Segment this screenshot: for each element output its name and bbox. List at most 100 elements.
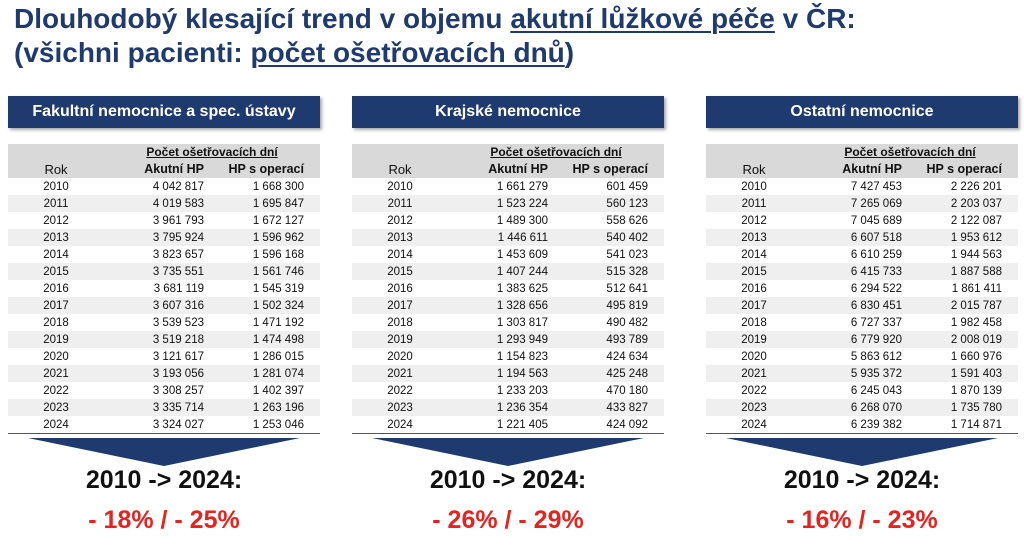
title-line-1: Dlouhodobý klesající trend v objemu akut… — [14, 2, 1014, 36]
group-label: Počet ošetřovacích dní — [490, 145, 622, 159]
table-group-header: Počet ošetřovacích dní — [706, 144, 1018, 160]
panel-fakultni: Fakultní nemocnice a spec. ústavy Počet … — [8, 96, 320, 434]
col-header-operaci: HP s operací — [228, 162, 304, 176]
table-row: 2013 6 607 518 1 953 612 — [706, 229, 1018, 246]
table-row: 2013 3 795 924 1 596 962 — [8, 229, 320, 246]
cell-rok: 2015 — [387, 265, 413, 278]
table-row: 2021 1 194 563 425 248 — [352, 365, 664, 382]
cell-operaci: 1 474 498 — [252, 333, 304, 346]
cell-akutni: 3 795 924 — [152, 231, 204, 244]
cell-rok: 2019 — [43, 333, 69, 346]
table-row: 2012 7 045 689 2 122 087 — [706, 212, 1018, 229]
cell-operaci: 560 123 — [606, 197, 648, 210]
cell-rok: 2020 — [387, 350, 413, 363]
table-row: 2012 1 489 300 558 626 — [352, 212, 664, 229]
cell-akutni: 1 446 611 — [497, 231, 548, 244]
panel-ostatni: Ostatní nemocnice Počet ošetřovacích dní… — [706, 96, 1018, 434]
summary-percent: - 18% / - 25% — [88, 506, 240, 534]
table-row: 2020 5 863 612 1 660 976 — [706, 348, 1018, 365]
table-row: 2018 3 539 523 1 471 192 — [8, 314, 320, 331]
cell-operaci: 540 402 — [606, 231, 648, 244]
cell-operaci: 1 982 458 — [950, 316, 1002, 329]
cell-rok: 2010 — [43, 180, 69, 193]
cell-operaci: 424 092 — [606, 418, 648, 431]
cell-rok: 2021 — [387, 367, 413, 380]
cell-akutni: 1 233 203 — [496, 384, 548, 397]
cell-rok: 2018 — [741, 316, 767, 329]
cell-akutni: 3 539 523 — [152, 316, 204, 329]
cell-operaci: 515 328 — [606, 265, 648, 278]
cell-akutni: 7 045 689 — [850, 214, 902, 227]
cell-akutni: 7 427 453 — [850, 180, 902, 193]
col-header-akutni: Akutní HP — [488, 162, 548, 176]
cell-akutni: 3 519 218 — [152, 333, 204, 346]
cell-rok: 2022 — [43, 384, 69, 397]
panel-krajske: Krajské nemocnice Počet ošetřovacích dní… — [352, 96, 664, 434]
cell-operaci: 1 253 046 — [252, 418, 304, 431]
cell-rok: 2014 — [387, 248, 413, 261]
cell-rok: 2010 — [387, 180, 413, 193]
summary-percent: - 26% / - 29% — [432, 506, 584, 534]
table-row: 2021 3 193 056 1 281 074 — [8, 365, 320, 382]
cell-akutni: 6 610 259 — [850, 248, 902, 261]
cell-akutni: 5 863 612 — [850, 350, 902, 363]
cell-akutni: 1 661 279 — [496, 180, 548, 193]
cell-rok: 2023 — [741, 401, 767, 414]
table-row: 2019 1 293 949 493 789 — [352, 331, 664, 348]
cell-akutni: 6 779 920 — [850, 333, 902, 346]
down-arrow-icon — [372, 438, 644, 466]
cell-operaci: 1 887 588 — [950, 265, 1002, 278]
cell-akutni: 1 328 656 — [496, 299, 548, 312]
cell-rok: 2012 — [387, 214, 413, 227]
cell-rok: 2012 — [741, 214, 767, 227]
col-header-rok: Rok — [44, 161, 68, 177]
cell-operaci: 1 660 976 — [950, 350, 1002, 363]
group-label: Počet ošetřovacích dní — [146, 145, 278, 159]
cell-operaci: 2 015 787 — [950, 299, 1002, 312]
table-row: 2020 3 121 617 1 286 015 — [8, 348, 320, 365]
cell-rok: 2015 — [43, 265, 69, 278]
cell-rok: 2017 — [43, 299, 69, 312]
table-column-header: Rok Akutní HP HP s operací — [706, 160, 1018, 178]
table-row: 2013 1 446 611 540 402 — [352, 229, 664, 246]
cell-operaci: 1 596 168 — [252, 248, 304, 261]
cell-akutni: 1 453 609 — [496, 248, 548, 261]
cell-akutni: 7 265 069 — [850, 197, 902, 210]
table-row: 2020 1 154 823 424 634 — [352, 348, 664, 365]
cell-rok: 2015 — [741, 265, 767, 278]
cell-operaci: 1 286 015 — [252, 350, 304, 363]
col-header-akutni: Akutní HP — [144, 162, 204, 176]
cell-operaci: 1 281 074 — [252, 367, 304, 380]
cell-operaci: 1 591 403 — [950, 367, 1002, 380]
table-column-header: Rok Akutní HP HP s operací — [352, 160, 664, 178]
cell-akutni: 3 961 793 — [152, 214, 204, 227]
cell-rok: 2022 — [387, 384, 413, 397]
cell-operaci: 1 861 411 — [951, 282, 1002, 295]
cell-rok: 2023 — [43, 401, 69, 414]
table-row: 2014 1 453 609 541 023 — [352, 246, 664, 263]
cell-operaci: 1 714 871 — [950, 418, 1002, 431]
cell-akutni: 3 607 316 — [152, 299, 204, 312]
cell-akutni: 1 154 823 — [496, 350, 548, 363]
cell-rok: 2018 — [43, 316, 69, 329]
cell-operaci: 470 180 — [606, 384, 648, 397]
cell-akutni: 3 823 657 — [152, 248, 204, 261]
cell-operaci: 541 023 — [606, 248, 648, 261]
cell-akutni: 5 935 372 — [850, 367, 902, 380]
table-group-header: Počet ošetřovacích dní — [8, 144, 320, 160]
cell-rok: 2019 — [387, 333, 413, 346]
table-row: 2010 7 427 453 2 226 201 — [706, 178, 1018, 195]
cell-operaci: 2 203 037 — [950, 197, 1002, 210]
table-row: 2011 4 019 583 1 695 847 — [8, 195, 320, 212]
summary-percent: - 16% / - 23% — [786, 506, 938, 534]
cell-akutni: 1 221 405 — [496, 418, 548, 431]
cell-akutni: 3 308 257 — [152, 384, 204, 397]
cell-operaci: 1 402 397 — [252, 384, 304, 397]
cell-operaci: 1 735 780 — [950, 401, 1002, 414]
down-arrow-icon — [28, 438, 300, 466]
table-row: 2010 4 042 817 1 668 300 — [8, 178, 320, 195]
summary-range: 2010 -> 2024: — [85, 466, 243, 494]
cell-operaci: 2 122 087 — [950, 214, 1002, 227]
cell-operaci: 1 870 139 — [950, 384, 1002, 397]
cell-rok: 2020 — [741, 350, 767, 363]
